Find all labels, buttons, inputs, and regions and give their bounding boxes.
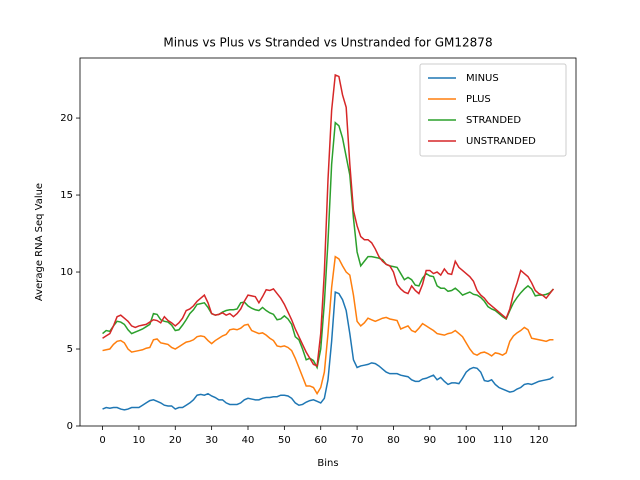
y-axis-label: Average RNA Seq Value xyxy=(34,183,45,301)
chart-title: Minus vs Plus vs Stranded vs Unstranded … xyxy=(163,36,492,50)
line-series xyxy=(102,121,555,370)
line-series xyxy=(102,73,555,368)
x-tick-label: 60 xyxy=(314,435,327,446)
x-tick-label: 90 xyxy=(423,435,436,446)
legend-label: UNSTRANDED xyxy=(466,136,536,147)
x-tick-label: 40 xyxy=(242,435,255,446)
y-tick-label: 10 xyxy=(60,267,73,278)
line-series xyxy=(102,290,554,411)
x-tick-label: 110 xyxy=(493,435,512,446)
legend-label: PLUS xyxy=(466,94,491,105)
legend-label: STRANDED xyxy=(466,115,521,126)
plot-frame xyxy=(79,57,577,427)
x-tick-label: 120 xyxy=(529,435,548,446)
y-tick-label: 5 xyxy=(67,344,73,355)
x-tick-label: 100 xyxy=(457,435,476,446)
line-series xyxy=(102,255,554,396)
x-tick-label: 10 xyxy=(133,435,146,446)
x-tick-label: 0 xyxy=(99,435,105,446)
x-axis-label: Bins xyxy=(317,458,338,469)
x-tick-label: 70 xyxy=(351,435,364,446)
x-tick-label: 80 xyxy=(387,435,400,446)
x-tick-label: 20 xyxy=(169,435,182,446)
legend-label: MINUS xyxy=(466,73,499,84)
y-tick-label: 0 xyxy=(67,421,73,432)
legend-box xyxy=(419,63,567,157)
y-tick-label: 15 xyxy=(60,190,73,201)
x-tick-label: 50 xyxy=(278,435,291,446)
y-tick-label: 20 xyxy=(60,113,73,124)
x-tick-label: 30 xyxy=(205,435,218,446)
